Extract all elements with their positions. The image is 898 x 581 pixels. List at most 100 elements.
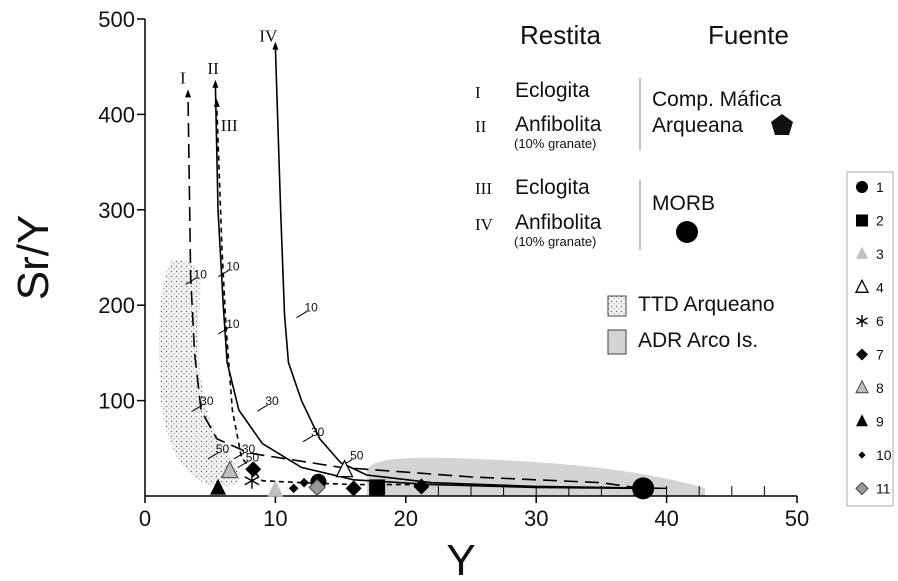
legend-label-anfibolita-1: Anfibolita <box>515 113 602 136</box>
legend-label-4: 4 <box>876 280 884 296</box>
point-series-7 <box>413 478 430 495</box>
legend-marker-8 <box>855 379 869 394</box>
legend-label-8: 8 <box>876 380 884 396</box>
y-axis-title: Sr/Y <box>9 215 58 301</box>
y-tick-label: 300 <box>98 198 135 223</box>
legend-label-10: 10 <box>876 447 892 463</box>
curve-tick <box>191 404 203 412</box>
legend-label-anfibolita-2: Anfibolita <box>515 211 602 234</box>
ttd-field-label: TTD Arqueano <box>638 293 775 316</box>
legend-marker-4 <box>854 278 870 293</box>
x-tick-label: 10 <box>263 506 287 531</box>
x-tick-label: 30 <box>524 506 548 531</box>
curve-tick-label: 30 <box>242 442 256 456</box>
legend-label-11: 11 <box>876 481 891 497</box>
pentagon-symbol <box>771 114 793 135</box>
curve-tick <box>296 311 307 319</box>
curve-II <box>214 85 641 490</box>
point-morb <box>632 477 655 500</box>
curve-tick <box>217 327 229 335</box>
data-points <box>210 459 655 500</box>
point-series-2 <box>369 479 386 496</box>
point-series-8 <box>220 460 239 479</box>
asterisk-stroke <box>244 476 260 486</box>
adr-field-label: ADR Arco Is. <box>638 329 758 352</box>
point-series-10 <box>299 477 309 488</box>
curve-tick <box>207 452 219 460</box>
curve-I <box>187 95 641 490</box>
curve-tick-label: 30 <box>265 394 279 408</box>
legend-label-6: 6 <box>876 313 884 329</box>
legend-label-1: 1 <box>876 179 884 195</box>
curve-tick <box>257 404 268 412</box>
legend-label-9: 9 <box>876 414 884 430</box>
x-tick-label: 50 <box>785 506 809 531</box>
y-tick-label: 400 <box>98 102 135 127</box>
legend-roman-IV: IV <box>475 215 494 234</box>
curve-arrow-I <box>185 89 192 98</box>
legend-label-7: 7 <box>876 347 884 363</box>
legend-roman-I: I <box>475 83 481 102</box>
curve-arrow-IV <box>272 41 279 50</box>
legend-marker-6 <box>856 315 868 327</box>
ttd-field-swatch <box>607 295 627 317</box>
y-tick-label: 100 <box>98 389 135 414</box>
curve-label-II: II <box>207 59 219 78</box>
legend-label-2: 2 <box>876 213 884 229</box>
asterisk-stroke <box>856 317 868 325</box>
morb-symbol <box>676 221 698 243</box>
curve-arrow-III <box>213 98 220 107</box>
compositional-fields <box>159 260 705 496</box>
curve-arrow-II <box>212 79 219 88</box>
curve-tick-label: 50 <box>350 449 364 463</box>
header-restita: Restita <box>520 20 601 50</box>
source-comp-mafica: Comp. Máfica <box>652 88 782 111</box>
x-axis-title: Y <box>446 536 475 581</box>
curve-tick <box>302 435 314 443</box>
symbol-legend: 1 2 3 4 6 7 8 9 10 11 <box>854 179 892 497</box>
x-tick-label: 0 <box>139 506 151 531</box>
legend-marker-3 <box>856 246 868 259</box>
legend-marker-11 <box>855 481 869 496</box>
point-series-3 <box>267 480 284 497</box>
legend-label-eclogita-1: Eclogita <box>515 79 590 102</box>
axes: 100 200 300 400 500 0 10 20 30 40 50 Y Sr/Y <box>9 7 809 581</box>
legend-marker-7 <box>856 348 868 361</box>
curve-IV <box>274 47 667 490</box>
legend-sub-granate-1: (10% granate) <box>514 136 596 151</box>
curve-tick-label: 50 <box>216 442 230 456</box>
y-tick-label: 200 <box>98 293 135 318</box>
curve-tick <box>217 270 229 278</box>
ttd-archean-field <box>159 260 240 487</box>
curve-label-I: I <box>180 68 186 87</box>
legend-label-eclogita-2: Eclogita <box>515 176 590 199</box>
curve-tick <box>237 461 249 468</box>
curve-tick <box>233 452 245 460</box>
symbol-legend-box <box>846 171 894 507</box>
adr-field-swatch <box>607 329 627 355</box>
point-series-11 <box>308 478 326 497</box>
x-tick-label: 20 <box>394 506 418 531</box>
point-series-4 <box>335 459 354 478</box>
legend-sub-granate-2: (10% granate) <box>514 234 596 249</box>
legend-roman-II: II <box>475 117 487 136</box>
point-series-9 <box>210 478 227 495</box>
curve-label-IV: IV <box>259 27 278 46</box>
legend-marker-10 <box>858 451 866 459</box>
curve-tick-label: 10 <box>194 267 208 281</box>
source-morb: MORB <box>652 192 715 215</box>
curve-tick-label: 50 <box>246 451 260 465</box>
legend-roman-III: III <box>475 179 492 198</box>
header-fuente: Fuente <box>708 20 789 50</box>
legend-marker-1 <box>856 181 868 193</box>
legend-marker-2 <box>856 214 868 227</box>
point-series-7 <box>345 480 362 497</box>
source-arqueana: Arqueana <box>652 114 743 137</box>
y-tick-label: 500 <box>98 7 135 32</box>
point-series-10 <box>288 483 299 494</box>
curve-tick-label: 10 <box>226 260 240 274</box>
x-tick-label: 40 <box>654 506 678 531</box>
legend-marker-9 <box>856 414 868 427</box>
